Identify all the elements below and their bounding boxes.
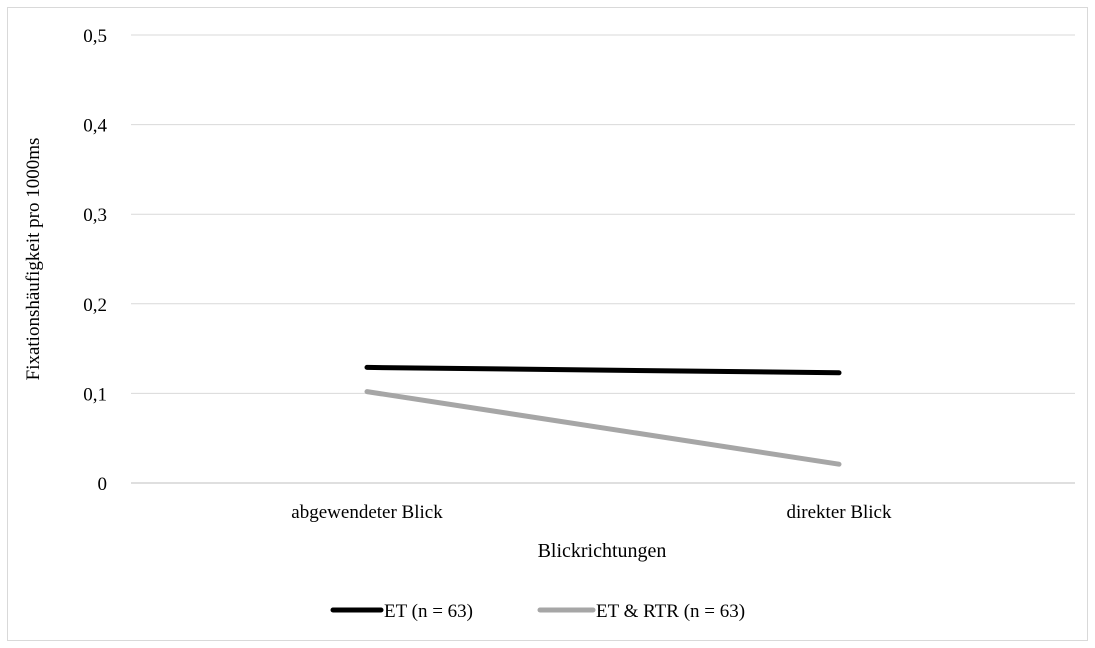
series-lines (364, 364, 842, 467)
y-tick-label: 0,3 (83, 205, 107, 226)
x-tick-labels: abgewendeter Blick direkter Blick (291, 502, 892, 523)
series-line-1 (364, 364, 842, 376)
y-tick-label: 0,1 (83, 384, 107, 405)
x-tick-label: abgewendeter Blick (291, 502, 443, 523)
gridlines (131, 34, 1075, 484)
y-tick-labels: 0 0,1 0,2 0,3 0,4 0,5 (83, 26, 107, 495)
legend: ET (n = 63) ET & RTR (n = 63) (330, 601, 745, 622)
x-axis-label: Blickrichtungen (538, 540, 667, 562)
y-tick-label: 0,5 (83, 26, 107, 47)
legend-label: ET & RTR (n = 63) (596, 601, 745, 622)
legend-label: ET (n = 63) (384, 601, 473, 622)
y-axis-label: Fixationshäufigkeit pro 1000ms (23, 138, 44, 381)
chart-frame (7, 7, 1088, 641)
x-tick-label: direkter Blick (787, 502, 892, 523)
y-tick-label: 0 (98, 474, 108, 495)
y-tick-label: 0,4 (83, 116, 107, 137)
y-tick-label: 0,2 (83, 295, 107, 316)
series-line-2 (364, 389, 842, 467)
